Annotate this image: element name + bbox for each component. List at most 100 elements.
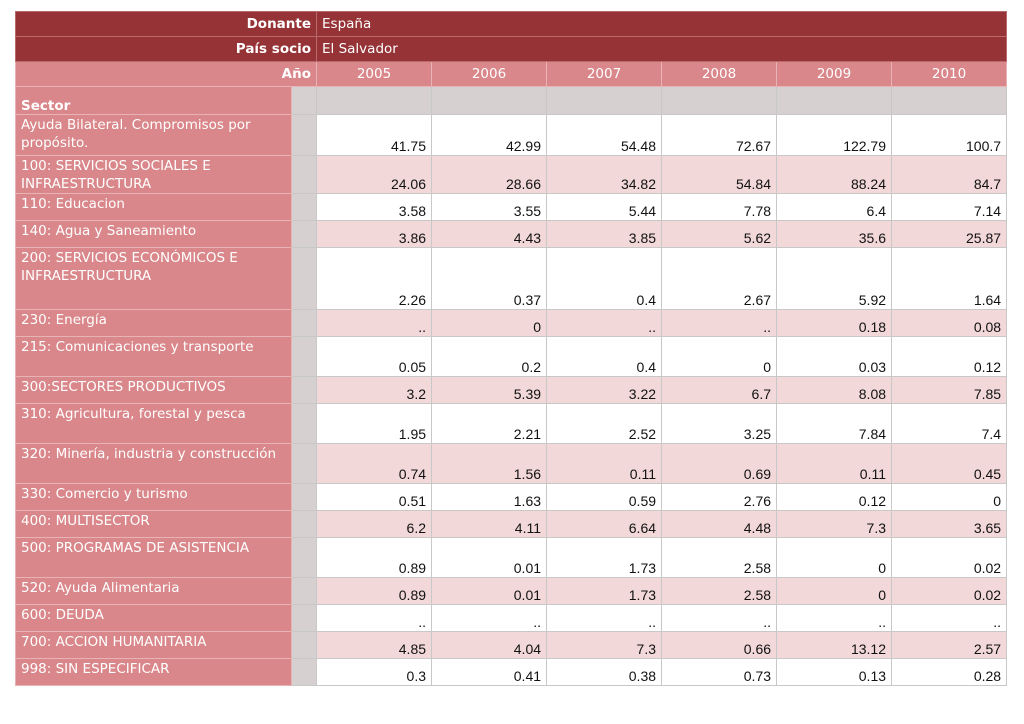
- value-cell: 0.73: [661, 658, 778, 686]
- table-row: 400: MULTISECTOR 6.2 4.11 6.64 4.48 7.3 3.65: [15, 510, 1008, 538]
- sector-name: 998: SIN ESPECIFICAR: [15, 658, 292, 686]
- value-cell: 84.7: [891, 155, 1008, 194]
- spacer-cell: [290, 86, 318, 115]
- donante-label: Donante: [14, 11, 318, 37]
- value-cell: ..: [546, 309, 663, 337]
- value-cell: 0.69: [661, 443, 778, 484]
- spacer-cell: [290, 537, 318, 578]
- spacer-cell: [290, 483, 318, 511]
- donante-row: Donante España: [14, 11, 1008, 37]
- value-cell: 3.58: [316, 193, 433, 221]
- empty-cell: [661, 86, 778, 115]
- sector-header-row: Sector: [15, 86, 1008, 115]
- value-cell: 25.87: [891, 220, 1008, 248]
- value-cell: ..: [661, 309, 778, 337]
- empty-cell: [891, 86, 1008, 115]
- value-cell: 0.89: [316, 577, 433, 605]
- table-row: 320: Minería, industria y construcción 0.…: [15, 443, 1008, 484]
- value-cell: 0.02: [891, 577, 1008, 605]
- value-cell: 4.43: [431, 220, 548, 248]
- value-cell: 2.76: [661, 483, 778, 511]
- pais-socio-value: El Salvador: [316, 36, 1008, 62]
- sector-name: 520: Ayuda Alimentaria: [15, 577, 292, 605]
- value-cell: ..: [546, 604, 663, 632]
- spacer-cell: [290, 309, 318, 337]
- spacer-cell: [290, 577, 318, 605]
- value-cell: 5.39: [431, 376, 548, 404]
- sector-name: 700: ACCION HUMANITARIA: [15, 631, 292, 659]
- sector-name: 100: SERVICIOS SOCIALES E INFRAESTRUCTUR…: [15, 155, 292, 194]
- value-cell: 3.22: [546, 376, 663, 404]
- value-cell: 4.85: [316, 631, 433, 659]
- value-cell: 0.37: [431, 247, 548, 310]
- value-cell: 0.4: [546, 336, 663, 377]
- empty-cell: [316, 86, 433, 115]
- sector-name: 300:SECTORES PRODUCTIVOS: [15, 376, 292, 404]
- value-cell: 1.73: [546, 537, 663, 578]
- spacer-cell: [290, 443, 318, 484]
- value-cell: 100.7: [891, 114, 1008, 156]
- sector-name: 110: Educacion: [15, 193, 292, 221]
- value-cell: 3.85: [546, 220, 663, 248]
- empty-cell: [431, 86, 548, 115]
- value-cell: 0.12: [891, 336, 1008, 377]
- value-cell: 0.45: [891, 443, 1008, 484]
- aid-commitments-table: Donante España País socio El Salvador Añ…: [14, 11, 1008, 686]
- value-cell: 0.03: [776, 336, 893, 377]
- value-cell: 0.89: [316, 537, 433, 578]
- year-header: 2010: [891, 61, 1008, 87]
- sector-name: 140: Agua y Saneamiento: [15, 220, 292, 248]
- data-table-container: Donante España País socio El Salvador Añ…: [14, 11, 1008, 686]
- year-header: 2005: [316, 61, 433, 87]
- spacer-cell: [290, 114, 318, 156]
- year-header: 2006: [431, 61, 548, 87]
- value-cell: 0: [776, 537, 893, 578]
- value-cell: 6.64: [546, 510, 663, 538]
- value-cell: 0: [431, 309, 548, 337]
- spacer-cell: [290, 247, 318, 310]
- pais-socio-label: País socio: [14, 36, 318, 62]
- anio-row: Año 2005 2006 2007 2008 2009 2010: [14, 61, 1008, 87]
- value-cell: 0.4: [546, 247, 663, 310]
- spacer-cell: [290, 376, 318, 404]
- table-row: 110: Educacion 3.58 3.55 5.44 7.78 6.4 7.14: [15, 193, 1008, 221]
- value-cell: 4.48: [661, 510, 778, 538]
- table-row: 500: PROGRAMAS DE ASISTENCIA 0.89 0.01 1.73…: [15, 537, 1008, 578]
- value-cell: ..: [316, 309, 433, 337]
- value-cell: 2.26: [316, 247, 433, 310]
- value-cell: 2.52: [546, 403, 663, 444]
- value-cell: 1.95: [316, 403, 433, 444]
- value-cell: 0.41: [431, 658, 548, 686]
- value-cell: 4.11: [431, 510, 548, 538]
- value-cell: 0.13: [776, 658, 893, 686]
- value-cell: 7.85: [891, 376, 1008, 404]
- value-cell: 0.74: [316, 443, 433, 484]
- value-cell: 0.28: [891, 658, 1008, 686]
- value-cell: 0.11: [546, 443, 663, 484]
- value-cell: 3.25: [661, 403, 778, 444]
- value-cell: 7.4: [891, 403, 1008, 444]
- table-row: 310: Agricultura, forestal y pesca 1.95 2.…: [15, 403, 1008, 444]
- value-cell: 0.01: [431, 577, 548, 605]
- table-row: 300:SECTORES PRODUCTIVOS 3.2 5.39 3.22 6.7 8.…: [15, 376, 1008, 404]
- sector-name: 310: Agricultura, forestal y pesca: [15, 403, 292, 444]
- empty-cell: [776, 86, 893, 115]
- table-row: 100: SERVICIOS SOCIALES E INFRAESTRUCTUR…: [15, 155, 1008, 194]
- spacer-cell: [290, 403, 318, 444]
- sector-name: 400: MULTISECTOR: [15, 510, 292, 538]
- sector-label: Sector: [15, 86, 292, 115]
- value-cell: 0: [776, 577, 893, 605]
- value-cell: 5.44: [546, 193, 663, 221]
- value-cell: 8.08: [776, 376, 893, 404]
- value-cell: 7.14: [891, 193, 1008, 221]
- value-cell: 2.58: [661, 537, 778, 578]
- spacer-cell: [290, 336, 318, 377]
- value-cell: 0: [661, 336, 778, 377]
- value-cell: 0.11: [776, 443, 893, 484]
- value-cell: 5.62: [661, 220, 778, 248]
- sector-name: 500: PROGRAMAS DE ASISTENCIA: [15, 537, 292, 578]
- value-cell: ..: [316, 604, 433, 632]
- value-cell: 0.05: [316, 336, 433, 377]
- sector-name: Ayuda Bilateral. Compromisos por propósi…: [15, 114, 292, 156]
- sector-name: 200: SERVICIOS ECONÓMICOS E INFRAESTRUCT…: [15, 247, 292, 310]
